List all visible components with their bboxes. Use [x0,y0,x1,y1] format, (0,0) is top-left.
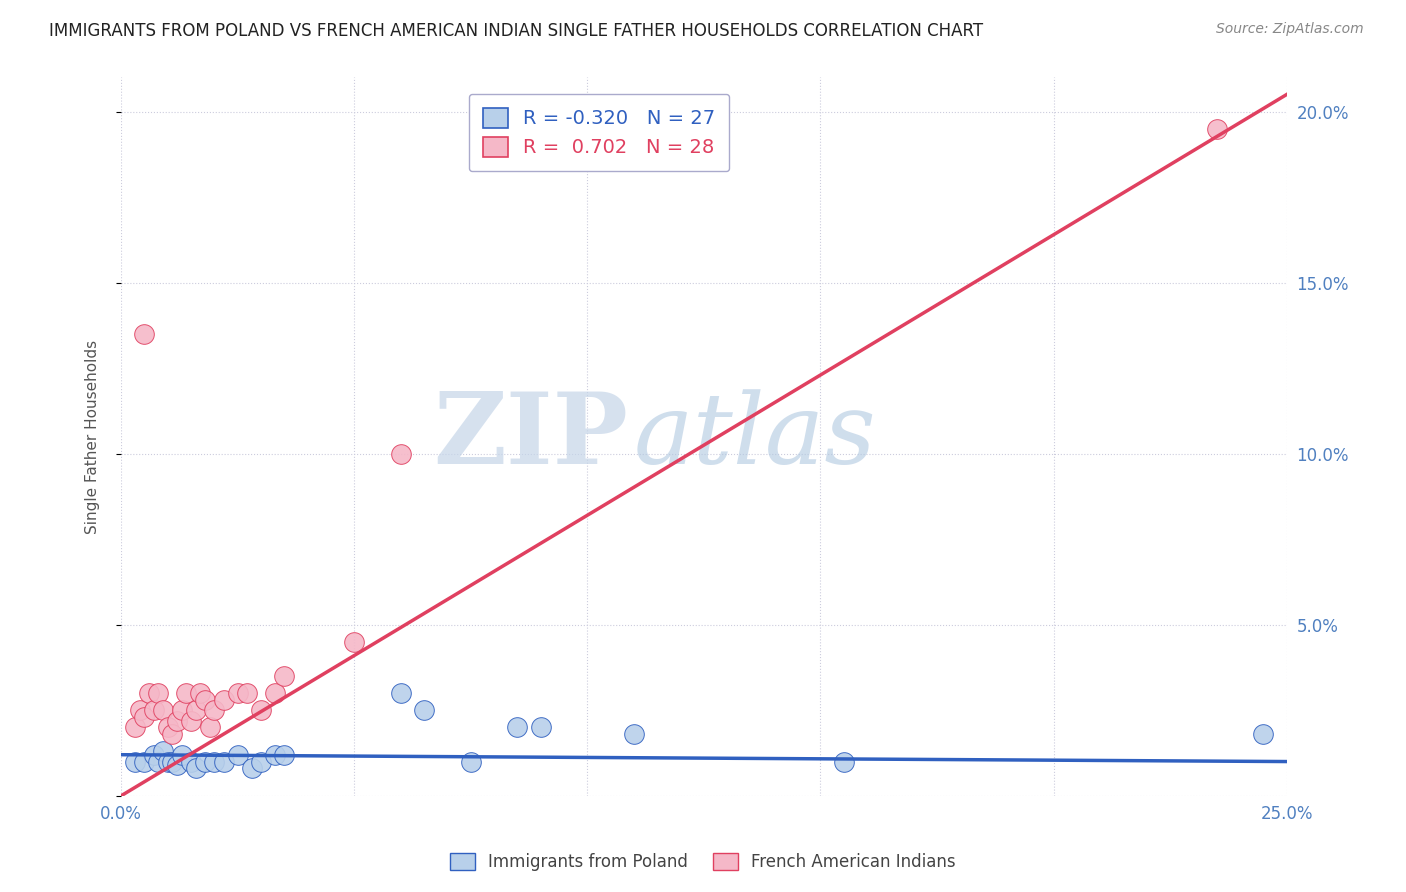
Point [170,703,193,717]
Point [134,710,156,724]
Point [162,755,184,769]
Point [124,720,146,734]
Point [226,747,249,762]
Point [166,758,188,772]
Point [152,744,174,758]
Point [623,727,645,741]
Point [389,686,412,700]
Point [142,747,165,762]
Legend: Immigrants from Poland, French American Indians: Immigrants from Poland, French American … [441,845,965,880]
Point [250,755,273,769]
Point [142,703,165,717]
Point [156,755,179,769]
Text: Source: ZipAtlas.com: Source: ZipAtlas.com [1216,22,1364,37]
Point [413,703,436,717]
Point [460,755,482,769]
Point [134,755,156,769]
Point [194,755,217,769]
Point [236,686,259,700]
Point [264,686,287,700]
Point [1205,121,1227,136]
Point [240,761,263,775]
Point [128,703,150,717]
Point [138,686,160,700]
Point [162,727,184,741]
Point [148,755,170,769]
Point [506,720,529,734]
Point [202,703,225,717]
Point [190,686,212,700]
Y-axis label: Single Father Households: Single Father Households [86,340,100,533]
Point [194,693,217,707]
Point [202,755,225,769]
Point [156,720,179,734]
Text: ZIP: ZIP [433,388,628,485]
Point [250,703,273,717]
Text: atlas: atlas [634,389,877,484]
Point [198,720,221,734]
Point [170,747,193,762]
Point [212,693,235,707]
Point [343,635,366,649]
Point [264,747,287,762]
Point [184,761,207,775]
Point [134,326,156,341]
Point [273,669,295,683]
Point [180,755,202,769]
Point [180,714,202,728]
Point [166,714,188,728]
Point [152,703,174,717]
Point [148,686,170,700]
Point [212,755,235,769]
Legend: R = -0.320   N = 27, R =  0.702   N = 28: R = -0.320 N = 27, R = 0.702 N = 28 [468,94,730,171]
Point [832,755,855,769]
Point [226,686,249,700]
Point [1251,727,1274,741]
Text: IMMIGRANTS FROM POLAND VS FRENCH AMERICAN INDIAN SINGLE FATHER HOUSEHOLDS CORREL: IMMIGRANTS FROM POLAND VS FRENCH AMERICA… [49,22,983,40]
Point [124,755,146,769]
Point [273,747,295,762]
Point [176,686,198,700]
Point [184,703,207,717]
Point [389,447,412,461]
Point [530,720,553,734]
